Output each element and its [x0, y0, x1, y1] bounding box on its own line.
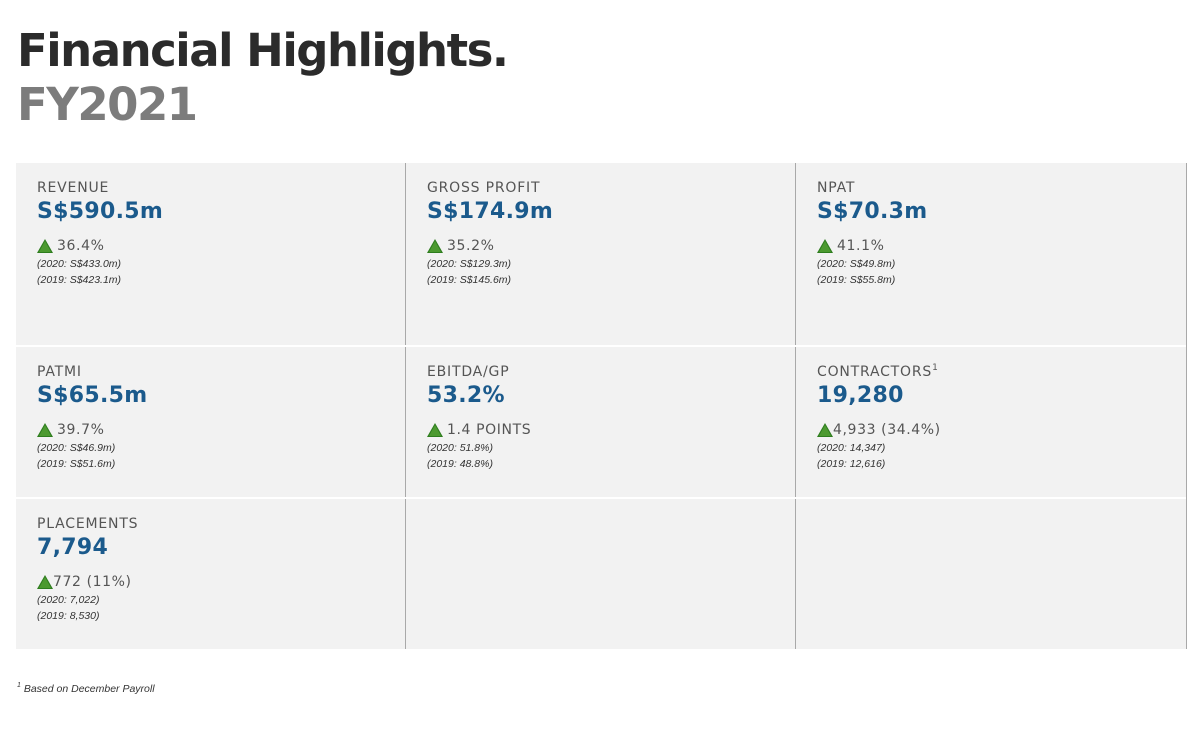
footnote-mark: 1 [17, 682, 21, 689]
metric-value: 7,794 [37, 535, 109, 560]
metric-card-revenue: REVENUE S$590.5m 36.4% (2020: S$433.0m) … [16, 163, 405, 345]
metric-comparison-2020: (2020: 51.8%) [427, 442, 493, 454]
metric-value: 19,280 [817, 383, 904, 408]
metric-comparison-2019: (2019: 48.8%) [427, 458, 493, 470]
up-triangle-icon [37, 239, 53, 253]
metric-label: NPAT [817, 180, 856, 196]
metric-card-npat: NPAT S$70.3m 41.1% (2020: S$49.8m) (2019… [796, 163, 1186, 345]
metric-change-text: 772 (11%) [53, 574, 132, 590]
up-triangle-icon [427, 239, 443, 253]
metric-comparison-2020: (2020: 14,347) [817, 442, 886, 454]
metric-comparison-2019: (2019: S$51.6m) [37, 458, 116, 470]
metric-card-placements: PLACEMENTS 7,794 772 (11%) (2020: 7,022)… [16, 499, 405, 649]
metric-change-text: 4,933 (34.4%) [833, 422, 941, 438]
metric-change: 39.7% [37, 422, 104, 438]
row-divider [16, 497, 1186, 499]
metric-change-text: 1.4 POINTS [447, 422, 532, 438]
metric-card-contractors: CONTRACTORS1 19,280 4,933 (34.4%) (2020:… [796, 347, 1186, 497]
metric-label: REVENUE [37, 180, 110, 196]
metric-comparison-2020: (2020: S$433.0m) [37, 258, 122, 270]
metric-comparison-2020: (2020: S$129.3m) [427, 258, 512, 270]
metric-change-text: 41.1% [837, 238, 885, 254]
metric-change: 35.2% [427, 238, 494, 254]
column-divider [1186, 163, 1187, 649]
row-divider [16, 345, 1186, 347]
metric-value: S$70.3m [817, 199, 928, 224]
page-subtitle: FY2021 [17, 78, 198, 131]
metric-comparison-2019: (2019: S$55.8m) [817, 274, 896, 286]
metric-value: 53.2% [427, 383, 505, 408]
metric-label-text: CONTRACTORS [817, 364, 933, 380]
metric-value: S$590.5m [37, 199, 164, 224]
metric-value: S$65.5m [37, 383, 148, 408]
footnote-mark: 1 [932, 363, 939, 373]
up-triangle-icon [37, 423, 53, 437]
metric-label: CONTRACTORS1 [817, 363, 939, 380]
highlights-grid: REVENUE S$590.5m 36.4% (2020: S$433.0m) … [16, 163, 1187, 649]
up-triangle-icon [427, 423, 443, 437]
metric-card-gross-profit: GROSS PROFIT S$174.9m 35.2% (2020: S$129… [406, 163, 795, 345]
metric-change-text: 39.7% [57, 422, 105, 438]
metric-comparison-2019: (2019: 12,616) [817, 458, 886, 470]
up-triangle-icon [817, 423, 833, 437]
metric-comparison-2019: (2019: S$423.1m) [37, 274, 122, 286]
metric-card-patmi: PATMI S$65.5m 39.7% (2020: S$46.9m) (201… [16, 347, 405, 497]
metric-comparison-2019: (2019: 8,530) [37, 610, 100, 622]
metric-comparison-2020: (2020: S$49.8m) [817, 258, 896, 270]
metric-comparison-2019: (2019: S$145.6m) [427, 274, 512, 286]
metric-value: S$174.9m [427, 199, 554, 224]
up-triangle-icon [37, 575, 53, 589]
empty-card [796, 499, 1186, 649]
metric-change: 41.1% [817, 238, 884, 254]
metric-label: PLACEMENTS [37, 516, 139, 532]
metric-change: 772 (11%) [37, 574, 132, 590]
metric-comparison-2020: (2020: S$46.9m) [37, 442, 116, 454]
metric-label: GROSS PROFIT [427, 180, 541, 196]
up-triangle-icon [817, 239, 833, 253]
metric-label: PATMI [37, 364, 82, 380]
metric-change: 36.4% [37, 238, 104, 254]
metric-label: EBITDA/GP [427, 364, 510, 380]
column-divider [405, 163, 406, 649]
metric-card-ebitda-gp: EBITDA/GP 53.2% 1.4 POINTS (2020: 51.8%)… [406, 347, 795, 497]
metric-change-text: 36.4% [57, 238, 105, 254]
metric-change-text: 35.2% [447, 238, 495, 254]
empty-card [406, 499, 795, 649]
metric-comparison-2020: (2020: 7,022) [37, 594, 100, 606]
page-title: Financial Highlights. [17, 24, 509, 77]
metric-change: 1.4 POINTS [427, 422, 531, 438]
metric-change: 4,933 (34.4%) [817, 422, 941, 438]
footnote: 1 Based on December Payroll [17, 682, 155, 695]
footnote-text: Based on December Payroll [23, 683, 155, 695]
column-divider [795, 163, 796, 649]
